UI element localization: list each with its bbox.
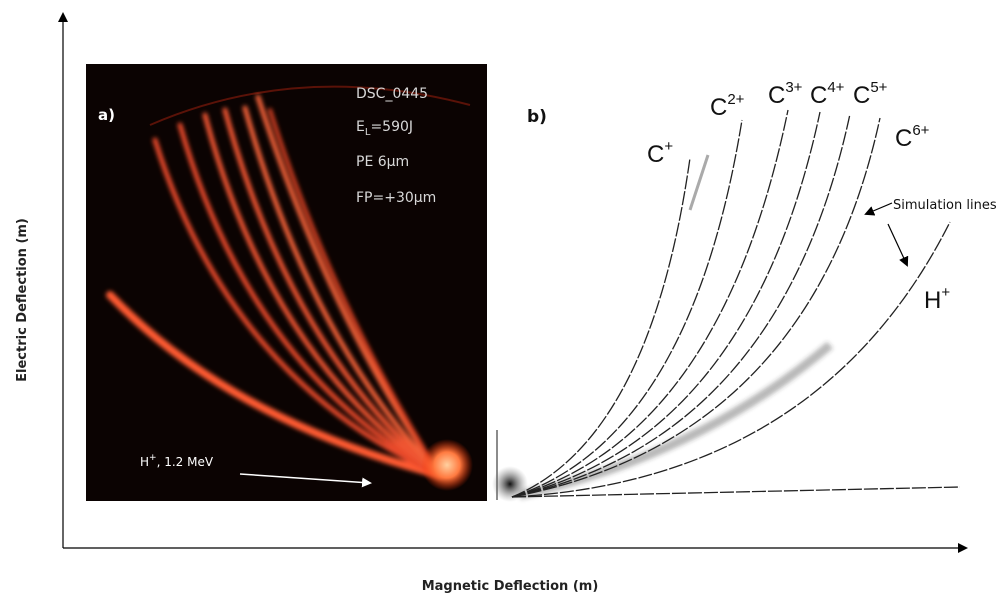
superscript: 4+ [827,79,844,96]
laser-energy: EL=590J [356,119,413,138]
shot-number: DSC_0445 [356,86,428,102]
simulation-lines [511,109,961,498]
arrow [887,223,909,267]
text: , 1.2 MeV [157,455,214,469]
text: H [140,455,149,469]
target: PE 6μm [356,154,409,170]
x-axis-label: Magnetic Deflection (m) [422,579,599,594]
panel-label: a) [98,106,115,124]
proton-trace [519,341,833,500]
text: =590J [370,119,413,135]
panel-b: b) C+ C2+ C3+ C4+ C5+ C6+ H+ Simulation … [492,79,997,502]
text: C [853,82,870,109]
zero-point [421,439,473,491]
ion-label: C+ [647,138,673,168]
text: E [356,119,365,135]
ion-traces [106,94,444,479]
panel-label: b) [527,107,547,127]
ion-label: C6+ [895,122,930,152]
panel-a-background [86,64,487,501]
focus: FP=+30μm [356,190,436,206]
text: C [768,82,785,109]
ion-label: C4+ [810,79,845,109]
superscript: 5+ [870,79,887,96]
subscript: L [365,127,371,138]
simulation-annotation: Simulation lines [893,198,997,213]
ion-label: C5+ [853,79,888,109]
panel-a: a) DSC_0445 EL=590J PE 6μm FP=+30μm H+, … [86,64,487,501]
arrow [239,473,372,488]
superscript: 2+ [727,91,744,108]
proton-annotation: H+, 1.2 MeV [140,453,214,469]
trace [688,154,710,211]
superscript: + [149,453,157,463]
ion-label: H+ [924,284,950,314]
text: C [810,82,827,109]
arrow [864,202,893,216]
superscript: + [664,138,673,155]
text: C [895,125,912,152]
superscript: 6+ [912,122,929,139]
superscript: + [941,284,950,301]
mcp-edge [149,85,471,126]
ion-label: C3+ [768,79,803,109]
text: C [710,94,727,121]
text: C [647,141,664,168]
y-axis-label: Electric Deflection (m) [15,218,30,382]
zero-point [492,466,528,502]
superscript: 3+ [785,79,802,96]
text: H [924,287,941,314]
ion-label: C2+ [710,91,745,121]
